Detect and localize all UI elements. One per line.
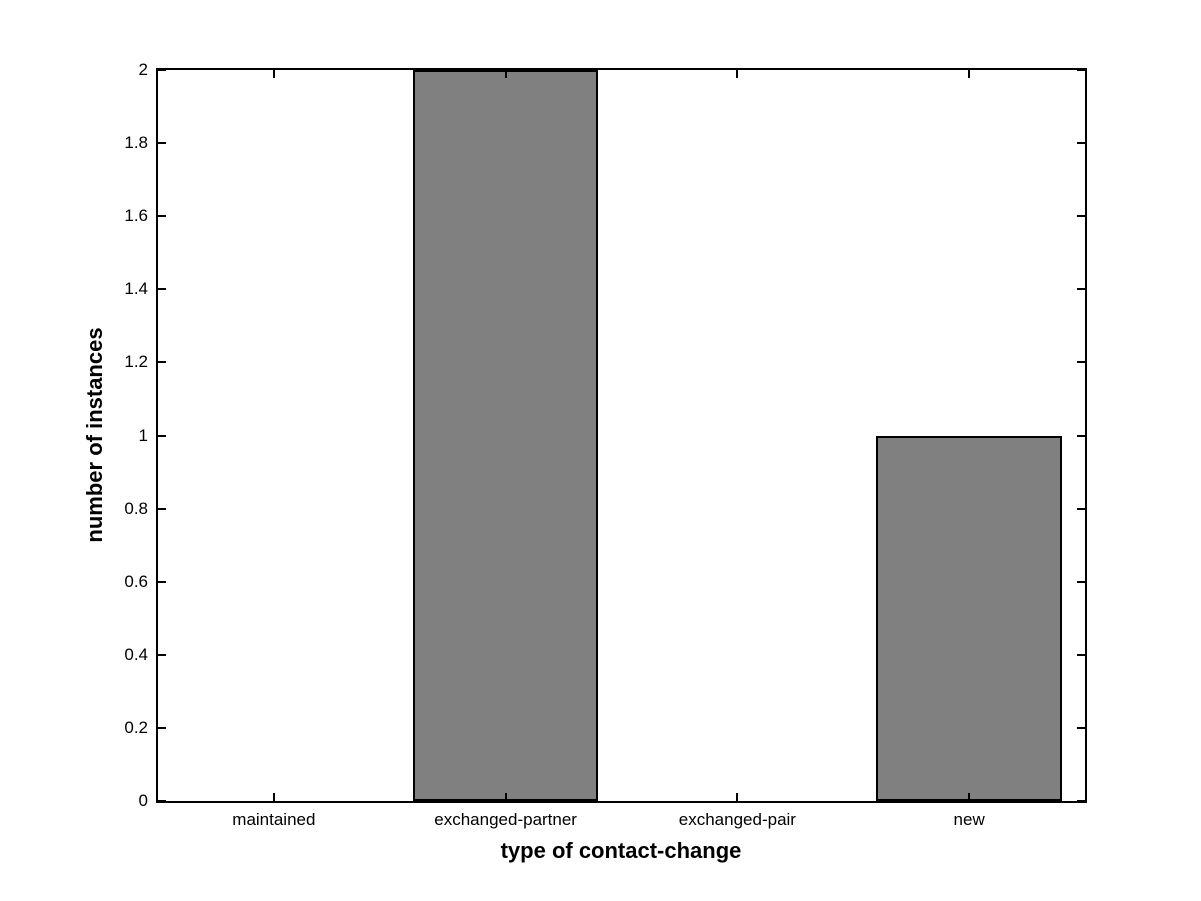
- x-tick-bottom: [272, 793, 275, 801]
- y-tick-left: [158, 800, 166, 802]
- y-tick-label: 1: [138, 425, 148, 445]
- y-tick-label: 1.8: [124, 133, 148, 153]
- y-tick-left: [158, 215, 166, 218]
- y-tick-label: 0.6: [124, 571, 148, 591]
- y-tick-right: [1077, 653, 1085, 656]
- y-tick-label: 1.2: [124, 352, 148, 372]
- bar-new: [876, 435, 1062, 801]
- x-tick-top: [272, 70, 275, 78]
- y-tick-left: [158, 361, 166, 364]
- y-tick-right: [1077, 726, 1085, 729]
- y-tick-right: [1077, 507, 1085, 510]
- y-tick-right: [1077, 361, 1085, 364]
- x-tick-top: [736, 70, 739, 78]
- y-tick-left: [158, 580, 166, 583]
- y-tick-left: [158, 653, 166, 656]
- y-tick-label: 2: [138, 60, 148, 79]
- y-tick-right: [1077, 69, 1085, 71]
- y-tick-left: [158, 288, 166, 291]
- y-tick-right: [1077, 580, 1085, 583]
- y-tick-label: 0.2: [124, 717, 148, 737]
- x-tick-top: [504, 70, 507, 78]
- x-tick-label-exchanged-partner: exchanged-partner: [434, 810, 577, 829]
- x-tick-bottom: [968, 793, 971, 801]
- y-tick-label: 0.8: [124, 498, 148, 518]
- plot-area: [156, 68, 1087, 803]
- y-tick-right: [1077, 142, 1085, 145]
- x-axis-label: type of contact-change: [500, 838, 742, 863]
- x-tick-bottom: [736, 793, 739, 801]
- y-tick-label: 1.6: [124, 206, 148, 226]
- y-tick-left: [158, 726, 166, 729]
- y-tick-label: 1.4: [124, 279, 148, 299]
- y-tick-right: [1077, 434, 1085, 437]
- x-tick-bottom: [504, 793, 507, 801]
- y-tick-left: [158, 507, 166, 510]
- y-tick-left: [158, 142, 166, 145]
- y-tick-left: [158, 69, 166, 71]
- y-tick-label: 0.4: [124, 644, 148, 664]
- y-tick-right: [1077, 215, 1085, 218]
- y-tick-left: [158, 434, 166, 437]
- bar-exchanged-partner: [412, 70, 599, 801]
- x-tick-label-new: new: [953, 810, 985, 829]
- x-tick-label-maintained: maintained: [232, 810, 316, 829]
- y-tick-right: [1077, 288, 1085, 291]
- y-tick-label: 0: [138, 791, 148, 810]
- y-tick-right: [1077, 800, 1085, 802]
- x-tick-top: [968, 70, 971, 78]
- x-tick-label-exchanged-pair: exchanged-pair: [678, 810, 796, 829]
